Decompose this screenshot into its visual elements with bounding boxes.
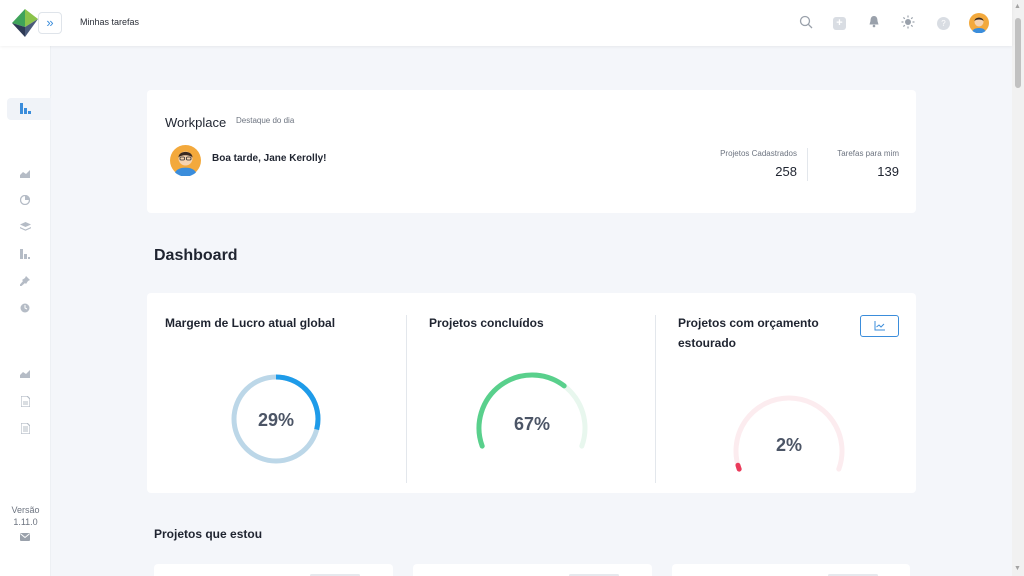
- double-chevron-right-icon: »: [46, 15, 54, 30]
- project-card[interactable]: [154, 564, 393, 576]
- list-document-icon[interactable]: [19, 422, 31, 435]
- search-icon[interactable]: [798, 15, 814, 31]
- stat-divider: [807, 148, 808, 181]
- kpi-gauge-value: [735, 462, 742, 472]
- kpi-title-orcamento: Projetos com orçamento estourado: [678, 313, 819, 353]
- scroll-up-arrow-icon[interactable]: ▲: [1014, 3, 1021, 10]
- area-chart-icon[interactable]: [19, 169, 31, 181]
- stat-tarefas-para-mim: Tarefas para mim 139: [837, 149, 899, 179]
- user-avatar[interactable]: [969, 13, 989, 33]
- line-chart-icon: [874, 321, 885, 331]
- workplace-card: Workplace Destaque do dia Boa tarde, Jan…: [147, 90, 916, 213]
- document-icon[interactable]: [19, 395, 31, 408]
- bar-chart-icon[interactable]: [19, 249, 31, 261]
- page-scrollbar[interactable]: ▲ ▼: [1012, 0, 1024, 576]
- dashboard-icon[interactable]: [19, 103, 31, 115]
- mail-icon[interactable]: [19, 532, 31, 544]
- stat-label: Projetos Cadastrados: [720, 149, 797, 158]
- clock-icon[interactable]: [19, 303, 31, 315]
- top-bar: » Minhas tarefas + ?: [0, 0, 1012, 46]
- kpi-value-orcamento: 2%: [775, 435, 802, 455]
- expand-sidebar-button[interactable]: »: [38, 12, 62, 34]
- kpi-charts: [231, 372, 845, 472]
- line-chart-icon[interactable]: [19, 369, 31, 381]
- user-avatar-large: [170, 145, 201, 176]
- app-logo[interactable]: [12, 9, 38, 37]
- project-card[interactable]: [413, 564, 652, 576]
- project-card-tab: [310, 574, 360, 576]
- stat-projetos-cadastrados: Projetos Cadastrados 258: [720, 149, 797, 179]
- scroll-down-arrow-icon[interactable]: ▼: [1014, 565, 1021, 572]
- pie-chart-icon[interactable]: [19, 194, 31, 207]
- sidebar-active-indicator: [7, 98, 51, 120]
- scroll-thumb[interactable]: [1015, 18, 1021, 88]
- project-card-tab: [569, 574, 619, 576]
- sun-icon[interactable]: [900, 15, 916, 31]
- kpi-divider: [406, 315, 407, 483]
- project-card[interactable]: [672, 564, 910, 576]
- kpi-gauge-track: [476, 372, 588, 449]
- bell-icon[interactable]: [866, 15, 882, 31]
- page-title: Minhas tarefas: [80, 17, 140, 27]
- app-version: Versão 1.11.0: [0, 504, 51, 528]
- version-label: Versão: [11, 505, 40, 515]
- workplace-title: Workplace: [165, 115, 227, 130]
- stat-value: 139: [877, 164, 899, 179]
- dashboard-title: Dashboard: [154, 247, 238, 264]
- add-icon[interactable]: +: [833, 17, 846, 30]
- version-number: 1.11.0: [13, 517, 38, 527]
- chart-view-button[interactable]: [860, 315, 899, 337]
- workplace-subtitle: Destaque do dia: [236, 116, 295, 125]
- dashboard-card: Margem de Lucro atual global 29% Projeto…: [147, 293, 916, 493]
- kpi-divider: [655, 315, 656, 483]
- kpi-gauge-track: [733, 395, 845, 472]
- project-card-tab: [828, 574, 878, 576]
- kpi-value-margem: 29%: [257, 410, 295, 430]
- stat-value: 258: [775, 164, 797, 179]
- greeting-text: Boa tarde, Jane Kerolly!: [212, 153, 327, 164]
- kpi-ring-value: [231, 374, 321, 464]
- help-icon[interactable]: ?: [937, 17, 950, 30]
- projetos-section-title: Projetos que estou: [154, 527, 263, 541]
- sidebar: Versão 1.11.0: [0, 46, 51, 576]
- kpi-title-concluidos: Projetos concluídos: [429, 316, 544, 330]
- kpi-title-line: estourado: [678, 336, 737, 350]
- layers-icon[interactable]: [19, 222, 31, 234]
- kpi-gauge-value: [476, 372, 567, 449]
- pin-icon[interactable]: [19, 276, 31, 288]
- kpi-value-concluidos: 67%: [513, 414, 551, 434]
- kpi-title-margem: Margem de Lucro atual global: [165, 316, 336, 330]
- kpi-title-line: Projetos com orçamento: [678, 316, 819, 330]
- stat-label: Tarefas para mim: [837, 149, 899, 158]
